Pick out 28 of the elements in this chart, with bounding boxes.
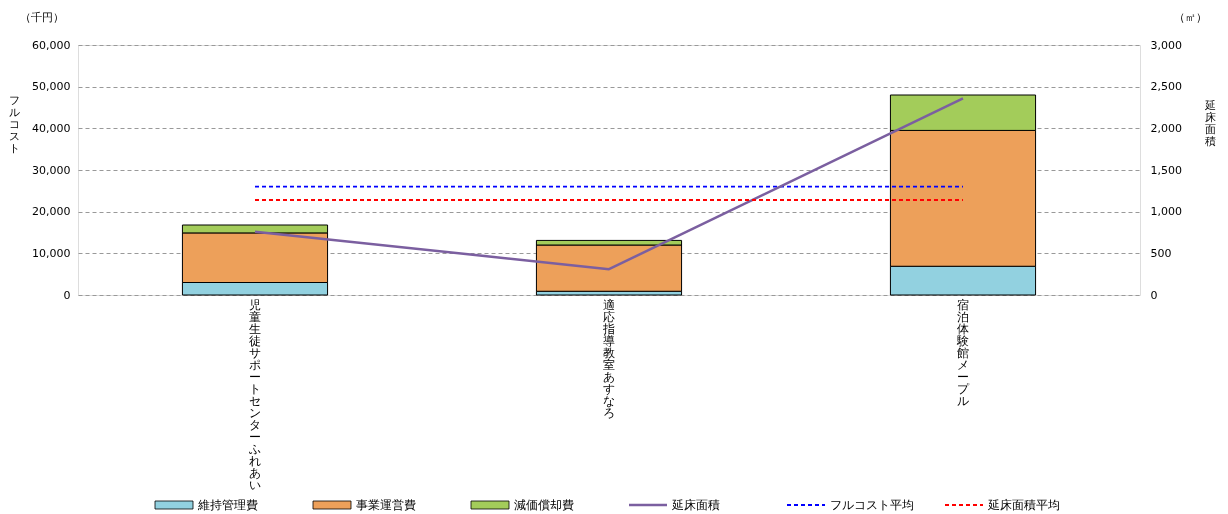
text: （㎡） [1173, 11, 1207, 24]
category-label: 児童生徒サポートセンターふれあい [249, 298, 261, 492]
y2-tick-label: 1,500 [1150, 163, 1182, 177]
legend-label: 事業運営費 [356, 498, 416, 512]
y2-tick-label: 2,000 [1150, 121, 1182, 135]
y-tick-label: 10,000 [32, 246, 71, 260]
y2-tick-label: 2,500 [1150, 80, 1182, 94]
y2-tick-label: 500 [1150, 246, 1172, 260]
y2-tick-label: 0 [1150, 288, 1158, 302]
y-tick-label: 0 [63, 288, 71, 302]
text: （千円） [20, 11, 64, 24]
legend-label: 延床面積 [671, 498, 720, 512]
legend-label: 減価償却費 [514, 498, 574, 512]
y-tick-label: 50,000 [32, 80, 71, 94]
y-tick-label: 40,000 [32, 121, 71, 135]
y-tick-label: 60,000 [32, 38, 71, 52]
y2-axis-title: 延床面積 [1203, 99, 1216, 148]
legend-label: 維持管理費 [197, 498, 258, 512]
category-label: 宿泊体験館メープル [957, 298, 969, 408]
y2-tick-label: 1,000 [1150, 205, 1182, 219]
bar [535, 244, 683, 292]
category-label: 適応指導教室あすなろ [603, 298, 615, 420]
legend-label: 延床面積平均 [987, 498, 1060, 512]
y-tick-label: 20,000 [32, 205, 71, 219]
y-axis-title: フルコスト [8, 94, 20, 155]
legend-label: フルコスト平均 [830, 498, 914, 512]
y-tick-label: 30,000 [32, 163, 71, 177]
y2-tick-label: 3,000 [1150, 38, 1182, 52]
